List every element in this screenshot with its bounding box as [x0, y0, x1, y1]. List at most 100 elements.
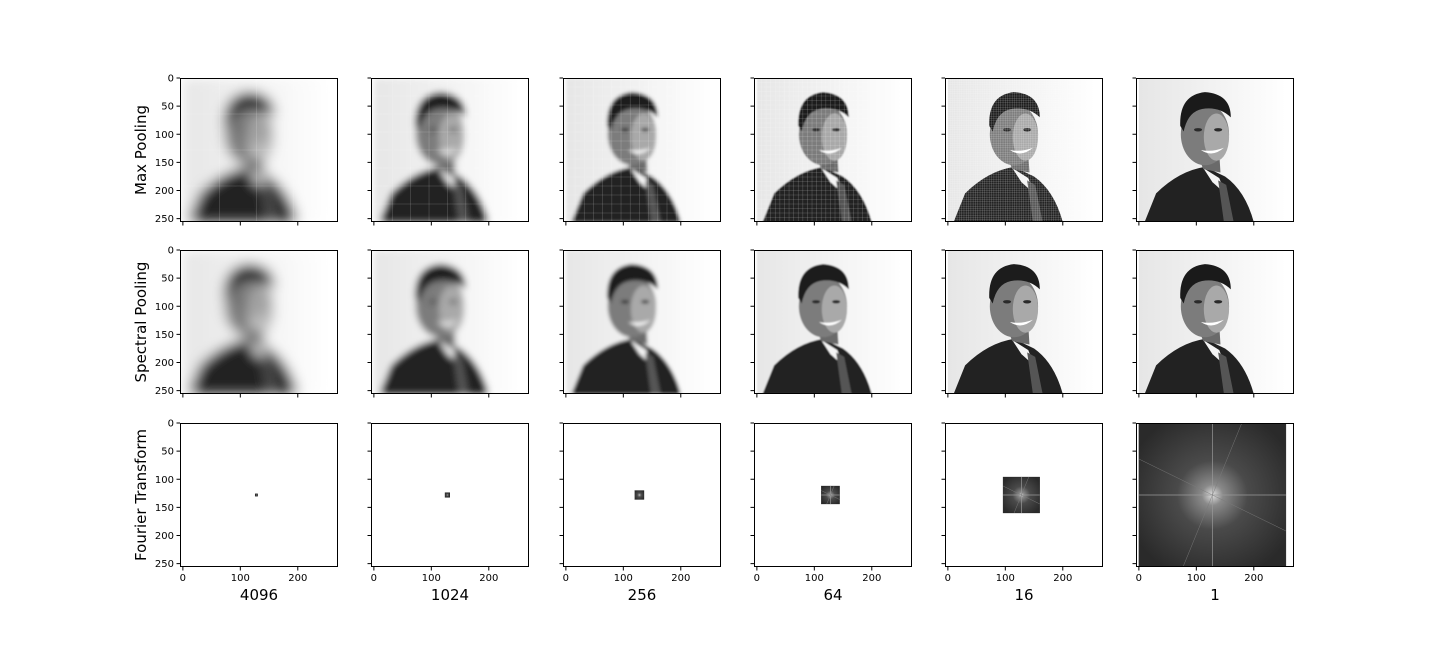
y-tick-label: 150 [155, 330, 174, 341]
max-pooled-image [373, 78, 521, 222]
axes-frame [1136, 423, 1294, 567]
axes-frame [945, 78, 1103, 222]
axes-frame [1136, 78, 1294, 222]
axes-frame [945, 423, 1103, 567]
panel-0-3 [750, 77, 912, 226]
panel-2-4: 0 100 200 16 [941, 422, 1103, 604]
x-tick-label: 0 [180, 573, 186, 584]
x-tick-label: 0 [563, 573, 569, 584]
max-pooled-image [947, 78, 1095, 222]
panel-0-4 [941, 77, 1103, 226]
spectral-pooled-image [947, 250, 1095, 394]
axes-frame [754, 423, 912, 567]
y-tick-label: 250 [155, 559, 174, 570]
column-label: 4096 [240, 586, 278, 604]
y-tick-label: 100 [155, 130, 174, 141]
x-tick-label: 200 [1244, 573, 1263, 584]
axes-frame [180, 423, 338, 567]
column-label: 1 [1210, 586, 1220, 604]
row-label: Spectral Pooling [132, 262, 150, 383]
column-label: 64 [823, 586, 842, 604]
max-pooled-image [565, 78, 713, 222]
axes-frame [754, 78, 912, 222]
panel-1-5 [1132, 249, 1294, 398]
axes-frame [371, 250, 529, 394]
fourier-spectrum [756, 423, 904, 567]
fourier-spectrum [947, 423, 1095, 567]
axes-frame [371, 78, 529, 222]
panel-2-2: 0 100 200 256 [559, 422, 721, 604]
x-tick-label: 0 [754, 573, 760, 584]
row-label: Fourier Transform [132, 429, 150, 561]
panel-2-0: 0 50 100 150 200 250 0 100 200 4096 [155, 419, 338, 604]
panel-1-4 [941, 249, 1103, 398]
fourier-spectrum [182, 423, 330, 567]
spectral-pooled-image [373, 250, 521, 394]
x-tick-label: 200 [1053, 573, 1072, 584]
row-label: Max Pooling [132, 105, 150, 195]
spectral-pooled-image [756, 250, 904, 394]
axes-frame [563, 423, 721, 567]
panel-0-1 [367, 77, 529, 226]
panel-1-1 [367, 249, 529, 398]
y-tick-label: 200 [155, 186, 174, 197]
panel-0-2 [559, 77, 721, 226]
x-tick-label: 100 [231, 573, 250, 584]
panel-2-3: 0 100 200 64 [750, 422, 912, 604]
y-tick-label: 100 [155, 475, 174, 486]
x-tick-label: 0 [371, 573, 377, 584]
axes-frame [563, 250, 721, 394]
y-tick-label: 150 [155, 503, 174, 514]
y-tick-label: 50 [161, 102, 174, 113]
spectral-pooled-image [1138, 250, 1286, 394]
x-tick-label: 200 [862, 573, 881, 584]
x-tick-label: 100 [996, 573, 1015, 584]
panel-1-3 [750, 249, 912, 398]
axes-frame [180, 78, 338, 222]
y-tick-label: 50 [161, 447, 174, 458]
panel-0-0: 0 50 100 150 200 250 [155, 74, 338, 226]
y-tick-label: 0 [168, 246, 174, 257]
max-pooled-image [182, 78, 330, 222]
y-tick-label: 50 [161, 274, 174, 285]
column-label: 1024 [431, 586, 469, 604]
axes-frame [371, 423, 529, 567]
x-tick-label: 0 [945, 573, 951, 584]
spectral-pooled-image [182, 250, 330, 394]
panel-2-1: 0 100 200 1024 [367, 422, 529, 604]
panel-0-5 [1132, 77, 1294, 226]
x-tick-label: 100 [422, 573, 441, 584]
column-label: 256 [628, 586, 657, 604]
x-tick-label: 100 [1187, 573, 1206, 584]
fourier-spectrum [1138, 423, 1287, 567]
x-tick-label: 200 [288, 573, 307, 584]
x-tick-label: 200 [479, 573, 498, 584]
y-tick-label: 100 [155, 302, 174, 313]
panel-2-5: 0 100 200 1 [1132, 422, 1294, 604]
y-tick-label: 250 [155, 386, 174, 397]
x-tick-label: 0 [1136, 573, 1142, 584]
max-pooled-image [1138, 78, 1286, 222]
fourier-spectrum [565, 423, 713, 567]
panel-1-0: 0 50 100 150 200 250 [155, 246, 338, 398]
panel-1-2 [559, 249, 721, 398]
y-tick-label: 150 [155, 158, 174, 169]
axes-frame [1136, 250, 1294, 394]
column-label: 16 [1014, 586, 1033, 604]
y-tick-label: 200 [155, 358, 174, 369]
axes-frame [180, 250, 338, 394]
fourier-spectrum [373, 423, 521, 567]
y-tick-label: 0 [168, 74, 174, 85]
y-tick-label: 0 [168, 419, 174, 430]
x-tick-label: 200 [671, 573, 690, 584]
y-tick-label: 250 [155, 214, 174, 225]
axes-frame [945, 250, 1103, 394]
x-tick-label: 100 [805, 573, 824, 584]
axes-frame [563, 78, 721, 222]
axes-frame [754, 250, 912, 394]
max-pooled-image [756, 78, 904, 222]
y-tick-label: 200 [155, 531, 174, 542]
spectral-pooled-image [565, 250, 713, 394]
x-tick-label: 100 [614, 573, 633, 584]
